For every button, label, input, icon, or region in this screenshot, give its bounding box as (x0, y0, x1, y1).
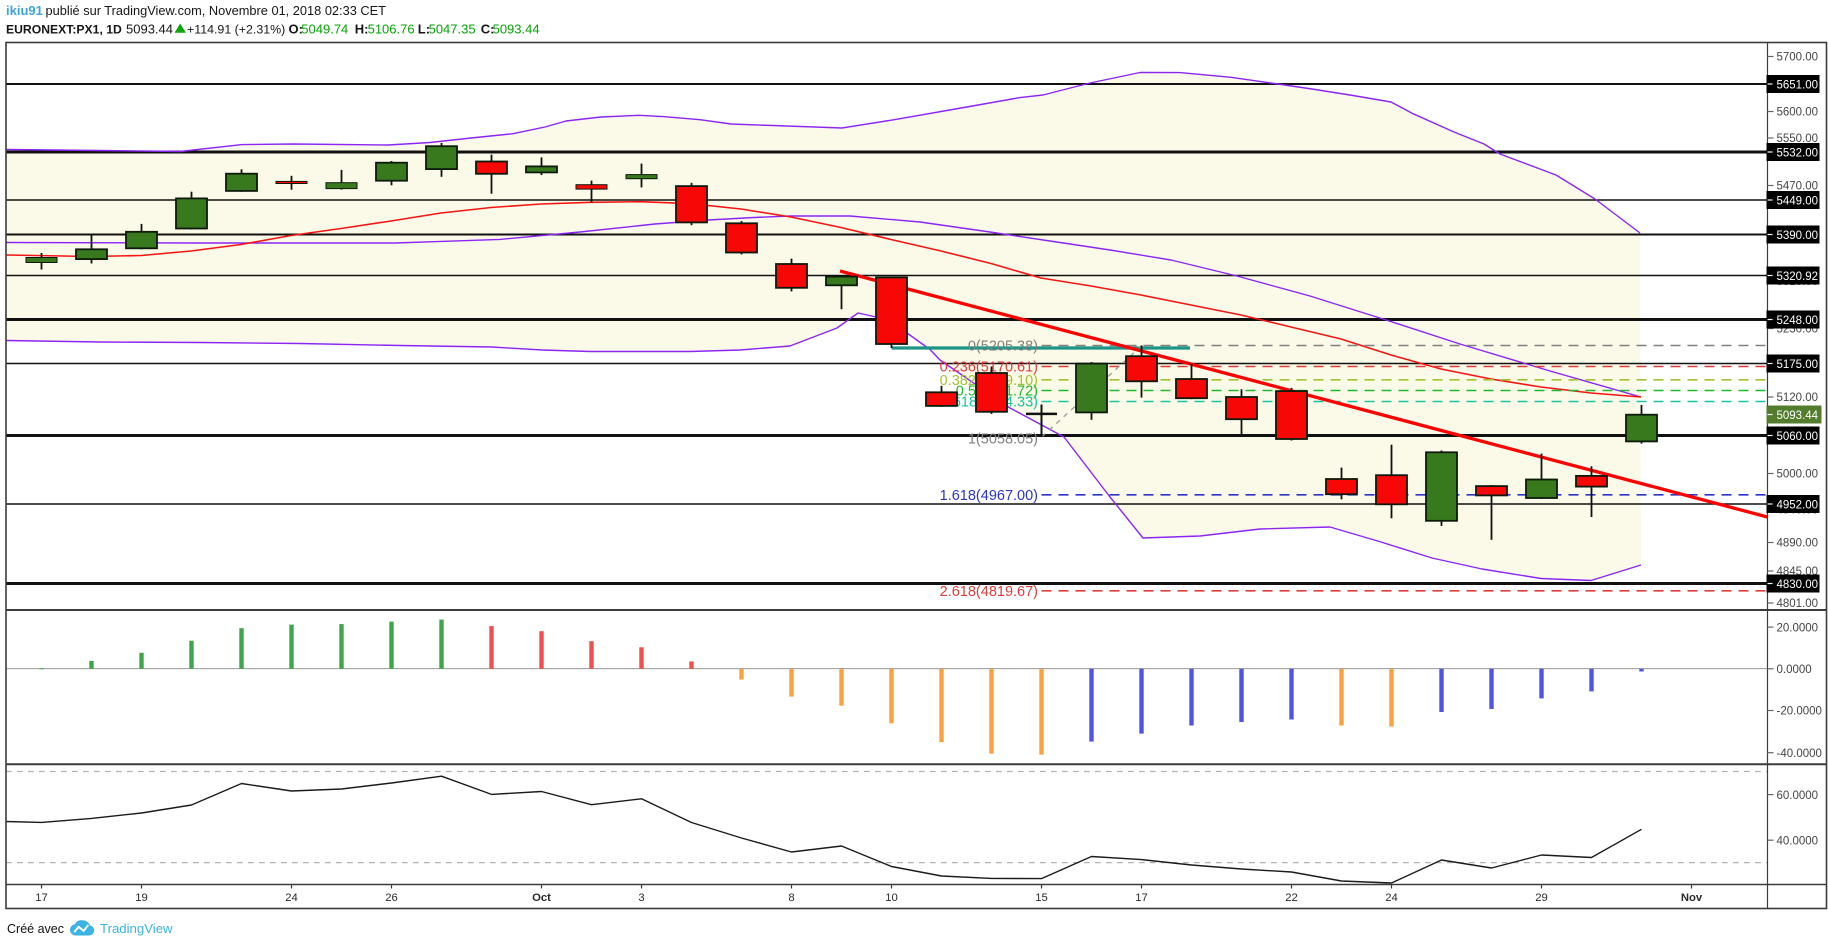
svg-text:+114.91 (+2.31%): +114.91 (+2.31%) (187, 22, 285, 36)
svg-text:15: 15 (1035, 892, 1048, 904)
svg-text:24: 24 (285, 892, 298, 904)
svg-text:24: 24 (1385, 892, 1398, 904)
svg-text:-40.0000: -40.0000 (1777, 748, 1822, 760)
svg-text:ikiu91: ikiu91 (6, 3, 43, 18)
svg-text:-20.0000: -20.0000 (1777, 706, 1822, 718)
svg-text:5120.00: 5120.00 (1777, 392, 1819, 404)
svg-text:22: 22 (1285, 892, 1298, 904)
svg-text:O:: O: (289, 21, 303, 36)
svg-text:5248.00: 5248.00 (1777, 315, 1819, 327)
svg-text:5449.00: 5449.00 (1777, 195, 1819, 207)
svg-text:3: 3 (638, 892, 644, 904)
svg-text:2.618(4819.67): 2.618(4819.67) (940, 584, 1038, 600)
svg-text:10: 10 (885, 892, 898, 904)
svg-text:4830.00: 4830.00 (1777, 579, 1819, 591)
svg-text:5093.44: 5093.44 (493, 21, 540, 36)
svg-text:EURONEXT:PX1, 1D: EURONEXT:PX1, 1D (6, 22, 122, 36)
svg-text:H:: H: (355, 21, 369, 36)
svg-text:5106.76: 5106.76 (368, 21, 415, 36)
svg-text:5060.00: 5060.00 (1777, 431, 1819, 443)
svg-text:17: 17 (35, 892, 48, 904)
svg-text:5000.00: 5000.00 (1777, 469, 1819, 481)
svg-text:0.236(5170.61): 0.236(5170.61) (940, 360, 1038, 376)
svg-text:publié sur TradingView.com, No: publié sur TradingView.com, Novembre 01,… (46, 3, 387, 18)
svg-text:4801.00: 4801.00 (1777, 598, 1819, 610)
svg-text:4952.00: 4952.00 (1777, 499, 1819, 511)
svg-text:L:: L: (418, 21, 430, 36)
svg-text:20.0000: 20.0000 (1777, 622, 1819, 634)
svg-text:C:: C: (481, 21, 495, 36)
svg-text:1(5058.05): 1(5058.05) (968, 432, 1038, 448)
svg-text:Oct: Oct (532, 892, 551, 904)
svg-text:29: 29 (1535, 892, 1548, 904)
svg-text:17: 17 (1135, 892, 1148, 904)
svg-text:4890.00: 4890.00 (1777, 538, 1819, 550)
svg-text:Créé avec: Créé avec (7, 922, 64, 936)
svg-text:Nov: Nov (1681, 892, 1703, 904)
svg-text:40.0000: 40.0000 (1777, 835, 1819, 847)
svg-text:5049.74: 5049.74 (301, 21, 348, 36)
svg-text:1.618(4967.00): 1.618(4967.00) (940, 488, 1038, 504)
svg-text:5390.00: 5390.00 (1777, 230, 1819, 242)
svg-text:5600.00: 5600.00 (1777, 107, 1819, 119)
svg-text:5093.44: 5093.44 (1777, 410, 1819, 422)
svg-text:5047.35: 5047.35 (429, 21, 476, 36)
svg-text:19: 19 (135, 892, 148, 904)
svg-text:60.0000: 60.0000 (1777, 790, 1819, 802)
svg-text:5550.00: 5550.00 (1777, 133, 1819, 145)
svg-text:5700.00: 5700.00 (1777, 52, 1819, 64)
svg-text:5532.00: 5532.00 (1777, 147, 1819, 159)
svg-text:5175.00: 5175.00 (1777, 359, 1819, 371)
svg-text:5470.00: 5470.00 (1777, 181, 1819, 193)
svg-text:5320.92: 5320.92 (1777, 271, 1819, 283)
svg-text:26: 26 (385, 892, 398, 904)
svg-text:8: 8 (788, 892, 794, 904)
svg-text:5093.44: 5093.44 (126, 21, 173, 36)
svg-text:5651.00: 5651.00 (1777, 79, 1819, 91)
svg-text:0.0000: 0.0000 (1777, 664, 1812, 676)
svg-text:0(5205.38): 0(5205.38) (968, 339, 1038, 355)
svg-text:TradingView: TradingView (100, 921, 173, 936)
